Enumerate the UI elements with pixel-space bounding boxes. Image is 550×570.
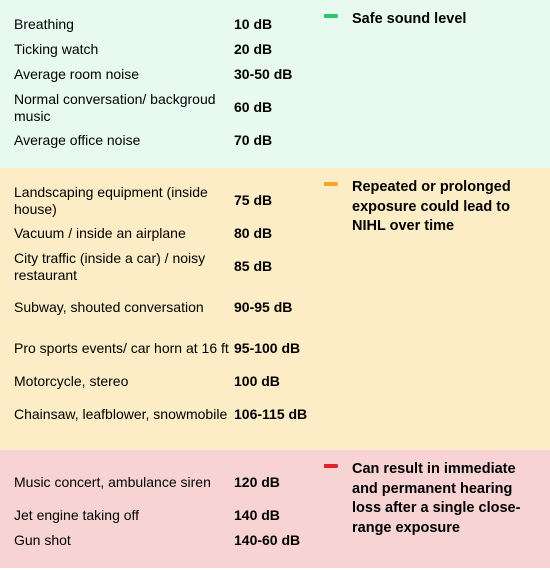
zone-description: Repeated or prolonged exposure could lea… (352, 178, 538, 237)
bracket-icon (324, 14, 338, 18)
decibel-value: 85 dB (234, 249, 324, 285)
sound-source-label: Breathing (14, 15, 234, 35)
decibel-value: 30-50 dB (234, 65, 324, 85)
sound-source-label: Ticking watch (14, 40, 234, 60)
sound-source-label: Normal conversation/ backgroud music (14, 90, 234, 126)
sound-source-label: Music concert, ambulance siren (14, 465, 234, 501)
sound-source-label: Landscaping equipment (inside house) (14, 183, 234, 219)
decibel-value: 80 dB (234, 224, 324, 244)
items-column: Landscaping equipment (inside house) Vacu… (14, 178, 234, 438)
values-column: 120 dB 140 dB 140-60 dB (234, 460, 324, 556)
decibel-value: 70 dB (234, 131, 324, 151)
decibel-value: 106-115 dB (234, 397, 324, 433)
sound-source-label: Motorcycle, stereo (14, 372, 234, 392)
description-column: Repeated or prolonged exposure could lea… (342, 178, 538, 237)
sound-source-label: Pro sports events/ car horn at 16 ft (14, 331, 234, 367)
zone-row: Music concert, ambulance siren Jet engine… (14, 460, 538, 556)
sound-level-infographic: Breathing Ticking watch Average room noise… (0, 0, 550, 568)
decibel-value: 95-100 dB (234, 331, 324, 367)
values-column: 75 dB 80 dB 85 dB 90-95 dB 95-100 dB 100 dB 10… (234, 178, 324, 438)
decibel-value: 140-60 dB (234, 531, 324, 551)
decibel-value: 140 dB (234, 506, 324, 526)
zone-prolonged: Landscaping equipment (inside house) Vacu… (0, 168, 550, 450)
description-column: Can result in immediate and permanent he… (342, 460, 538, 538)
sound-source-label: Average room noise (14, 65, 234, 85)
sound-source-label: City traffic (inside a car) / noisy rest… (14, 249, 234, 285)
sound-source-label: Vacuum / inside an airplane (14, 224, 234, 244)
zone-row: Breathing Ticking watch Average room noise… (14, 10, 538, 156)
zone-description: Safe sound level (352, 10, 466, 30)
description-column: Safe sound level (342, 10, 538, 30)
sound-source-label: Jet engine taking off (14, 506, 234, 526)
sound-source-label: Chainsaw, leafblower, snowmobile (14, 397, 234, 433)
items-column: Breathing Ticking watch Average room noise… (14, 10, 234, 156)
values-column: 10 dB 20 dB 30-50 dB 60 dB 70 dB (234, 10, 324, 156)
sound-source-label: Average office noise (14, 131, 234, 151)
items-column: Music concert, ambulance siren Jet engine… (14, 460, 234, 556)
zone-row: Landscaping equipment (inside house) Vacu… (14, 178, 538, 438)
decibel-value: 20 dB (234, 40, 324, 60)
decibel-value: 100 dB (234, 372, 324, 392)
sound-source-label: Gun shot (14, 531, 234, 551)
decibel-value: 60 dB (234, 90, 324, 126)
decibel-value: 90-95 dB (234, 290, 324, 326)
sound-source-label: Subway, shouted conversation (14, 290, 234, 326)
bracket-icon (324, 182, 338, 186)
decibel-value: 120 dB (234, 465, 324, 501)
decibel-value: 10 dB (234, 15, 324, 35)
decibel-value: 75 dB (234, 183, 324, 219)
zone-description: Can result in immediate and permanent he… (352, 460, 538, 538)
zone-safe: Breathing Ticking watch Average room noise… (0, 0, 550, 168)
zone-immediate: Music concert, ambulance siren Jet engine… (0, 450, 550, 568)
bracket-icon (324, 464, 338, 468)
